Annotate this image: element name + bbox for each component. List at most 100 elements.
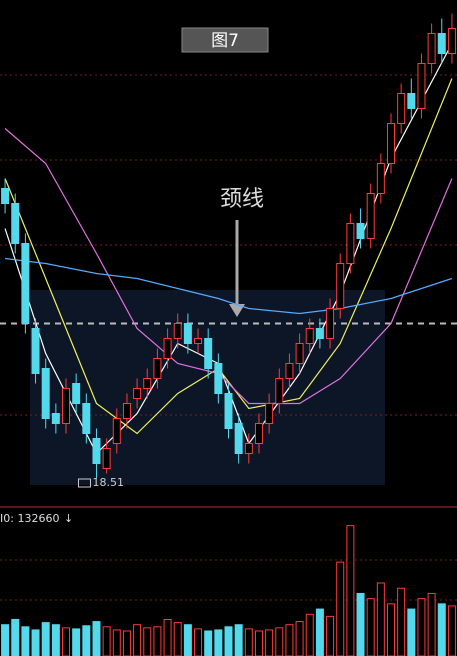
- candle-body: [11, 203, 20, 244]
- volume-bar: [153, 626, 162, 656]
- volume-bar: [82, 625, 91, 656]
- volume-bar: [234, 624, 243, 656]
- volume-bar: [224, 626, 233, 656]
- candle-body: [194, 338, 203, 344]
- candle-body: [1, 188, 10, 204]
- candle-body: [21, 243, 30, 324]
- candle-body: [153, 358, 162, 379]
- candle-body: [285, 363, 294, 379]
- volume-bar: [183, 624, 192, 656]
- candle-body: [244, 443, 253, 454]
- candle-body: [427, 33, 436, 64]
- volume-bar: [133, 624, 142, 656]
- candle-body: [407, 93, 416, 109]
- candle-body: [254, 423, 263, 444]
- candle-body: [173, 323, 182, 339]
- candle-body: [82, 403, 91, 434]
- candle-body: [305, 328, 314, 344]
- volume-bar: [336, 561, 345, 656]
- arrow-icon: ↓: [64, 512, 73, 525]
- volume-bar: [295, 621, 304, 656]
- candle-body: [163, 338, 172, 359]
- volume-bar: [376, 582, 385, 656]
- candle-body: [72, 383, 81, 404]
- candle-body: [62, 388, 71, 424]
- candle-body: [133, 388, 142, 399]
- volume-bar: [244, 628, 253, 656]
- moving-average: [5, 257, 453, 315]
- volume-bar: [397, 587, 406, 656]
- volume-bar: [173, 622, 182, 656]
- volume-bar: [112, 629, 121, 656]
- candle-body: [275, 378, 284, 404]
- candle-body: [315, 328, 324, 339]
- volume-bar: [214, 629, 223, 656]
- volume-bar: [72, 628, 81, 656]
- candle-body: [376, 163, 385, 194]
- volume-bar: [254, 630, 263, 656]
- candle-body: [336, 263, 345, 309]
- volume-bar: [346, 525, 355, 656]
- volume-bar: [386, 603, 395, 656]
- candle-body: [31, 328, 40, 374]
- candle-body: [346, 223, 355, 264]
- candle-body: [92, 438, 101, 464]
- volume-bar: [1, 624, 10, 656]
- volume-bar: [62, 627, 71, 656]
- volume-bar: [417, 598, 426, 656]
- volume-bar: [194, 628, 203, 656]
- volume-bar: [265, 629, 274, 656]
- candle-body: [437, 33, 446, 54]
- volume-bar: [51, 624, 60, 656]
- volume-bar: [122, 630, 131, 656]
- candle-body: [224, 393, 233, 429]
- candle-body: [295, 343, 304, 364]
- low-label: 18.51: [92, 476, 124, 489]
- candle-body: [417, 63, 426, 109]
- volume-bar: [447, 605, 456, 656]
- candle-body: [214, 363, 223, 394]
- candle-body: [397, 93, 406, 124]
- volume-bar: [163, 619, 172, 656]
- volume-bar: [305, 613, 314, 656]
- low-marker: [77, 478, 91, 488]
- candle-body: [204, 338, 213, 369]
- candle-body: [265, 403, 274, 424]
- candle-body: [366, 193, 375, 239]
- volume-label: I0: 132660: [0, 512, 59, 525]
- candle-body: [183, 323, 192, 344]
- volume-bar: [356, 592, 365, 656]
- candle-body: [234, 423, 243, 454]
- volume-bar: [204, 630, 213, 656]
- volume-bar: [366, 598, 375, 656]
- volume-bar: [102, 626, 111, 656]
- candle-body: [143, 378, 152, 389]
- candle-body: [326, 308, 335, 339]
- volume-bar: [326, 615, 335, 656]
- volume-bar: [31, 629, 40, 656]
- volume-bar: [11, 619, 20, 656]
- annotation-arrow: [229, 220, 245, 317]
- candle-body: [122, 403, 131, 419]
- volume-bar: [21, 626, 30, 656]
- volume-bar: [275, 627, 284, 656]
- volume-bar: [407, 608, 416, 656]
- candle-body: [102, 448, 111, 469]
- chart-title: 图7: [211, 31, 239, 51]
- candle-body: [386, 123, 395, 164]
- volume-bar: [427, 592, 436, 656]
- volume-bar: [92, 621, 101, 656]
- annotation: 颈线: [220, 187, 264, 212]
- volume-bar: [285, 624, 294, 656]
- volume-bar: [437, 603, 446, 656]
- volume-bar: [41, 622, 50, 656]
- candle-body: [112, 418, 121, 444]
- volume-bar: [143, 627, 152, 656]
- candle-body: [41, 368, 50, 419]
- candle-body: [51, 413, 60, 424]
- title-box: [181, 27, 269, 53]
- volume-bar: [315, 608, 324, 656]
- candle-body: [356, 223, 365, 239]
- candle-body: [447, 28, 456, 54]
